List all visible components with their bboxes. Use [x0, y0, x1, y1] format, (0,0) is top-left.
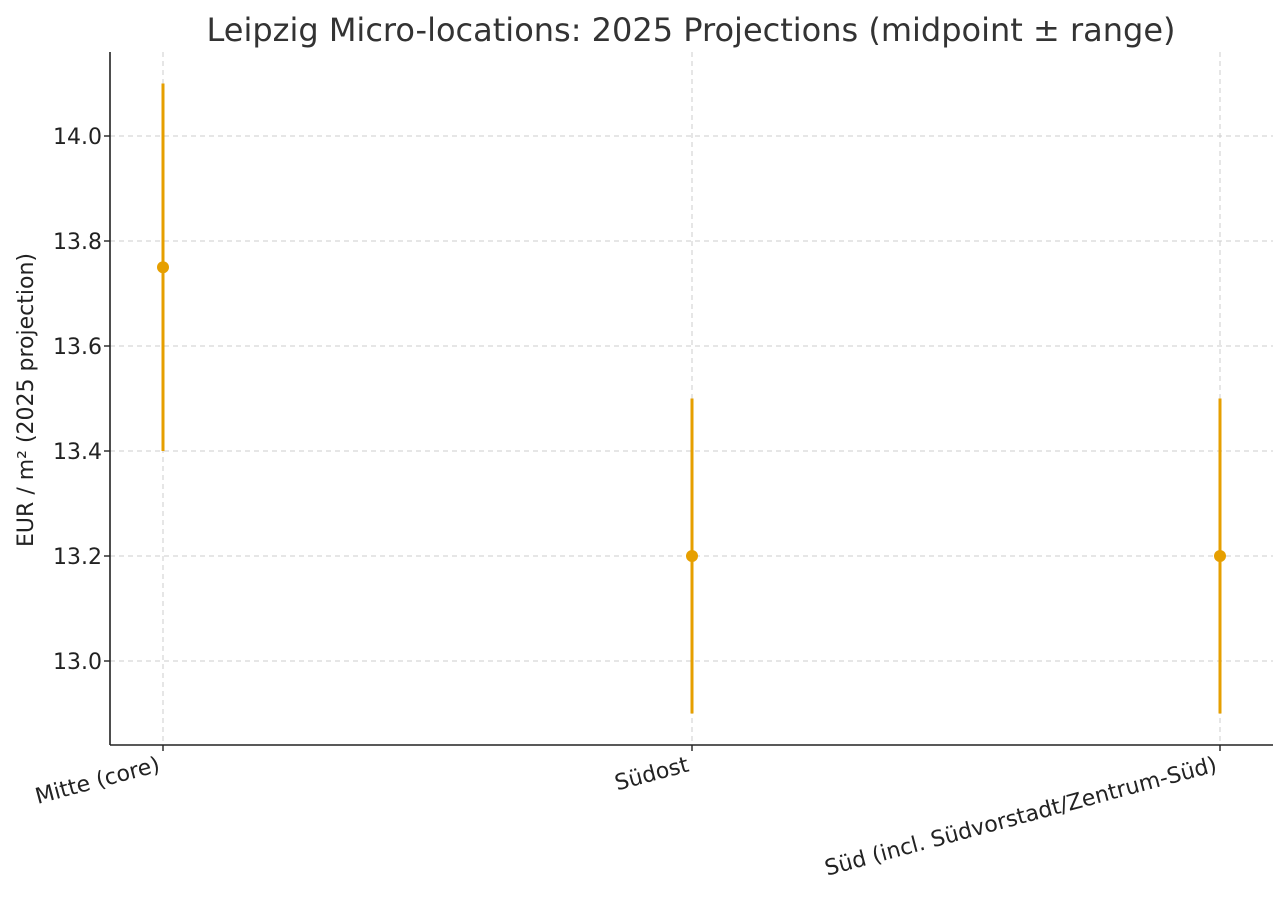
y-tick-label-5: 14.0	[53, 125, 102, 150]
y-tick-label-4: 13.8	[53, 230, 102, 255]
y-ticks: 13.0 13.2 13.4 13.6 13.8 14.0	[53, 125, 110, 675]
y-tick-label-3: 13.6	[53, 335, 102, 360]
chart-title: Leipzig Micro-locations: 2025 Projection…	[206, 11, 1175, 49]
x-tick-label-1: Südost	[612, 753, 692, 797]
y-tick-label-1: 13.2	[53, 545, 102, 570]
x-ticks: Mitte (core) Südost Süd (incl. Südvorstadt…	[33, 745, 1221, 882]
midpoint-marker-0	[157, 261, 169, 274]
x-tick-label-2: Süd (incl. Südvorstadt/Zentrum-Süd)	[822, 753, 1219, 882]
y-tick-label-2: 13.4	[53, 440, 102, 465]
y-tick-label-0: 13.0	[53, 650, 102, 675]
error-bars	[157, 83, 1226, 714]
midpoint-marker-2	[1214, 550, 1226, 562]
midpoint-marker-1	[686, 550, 698, 562]
y-axis-label: EUR / m² (2025 projection)	[14, 253, 39, 547]
x-tick-label-0: Mitte (core)	[33, 753, 163, 810]
